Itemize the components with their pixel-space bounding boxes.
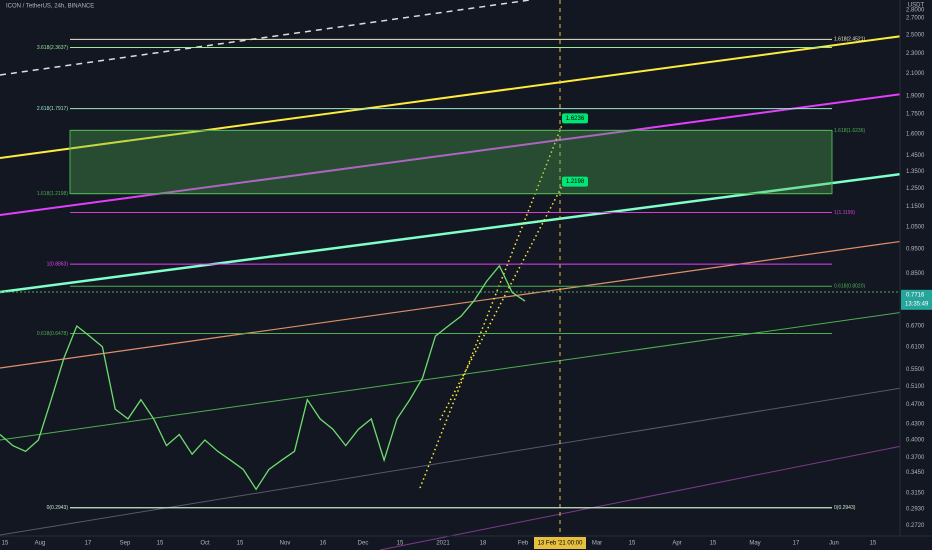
- last-price: 0.7716: [906, 292, 925, 298]
- time-tick-label: 18: [480, 541, 487, 547]
- fib-label: 0(0.2943): [834, 505, 856, 511]
- price-tick-label: 1.2500: [906, 186, 925, 192]
- last-price-box: [901, 289, 932, 310]
- price-tick-label: 0.3450: [906, 470, 925, 476]
- price-axis: [900, 0, 932, 550]
- price-tick-label: 1.7500: [906, 111, 925, 117]
- time-tick-label: 17: [85, 541, 92, 547]
- price-tick-label: 0.2720: [906, 523, 925, 529]
- price-tick-label: 2.7000: [906, 16, 925, 22]
- price-tick-label: 0.5500: [906, 367, 925, 373]
- price-tick-label: 0.6100: [906, 344, 925, 350]
- price-tick-label: 1.4500: [906, 153, 925, 159]
- fib-label: 0.618(0.6478): [37, 331, 68, 337]
- price-line: [0, 264, 526, 491]
- target-label: 1.6236: [566, 116, 585, 122]
- time-tick-label: Sep: [120, 541, 131, 547]
- price-tick-label: 2.1000: [906, 71, 925, 77]
- fib-label: 2.618(1.7917): [37, 106, 68, 112]
- time-tick-label: Oct: [200, 541, 210, 547]
- price-tick-label: 1.9000: [906, 93, 925, 99]
- target-box: [562, 113, 588, 124]
- price-tick-label: 2.3000: [906, 51, 925, 57]
- time-tick-label: Apr: [672, 541, 681, 547]
- time-tick-label: Dec: [358, 541, 369, 547]
- price-tick-label: 0.8500: [906, 271, 925, 277]
- time-tick-label: 15: [710, 541, 717, 547]
- time-tick-label: 2021: [436, 541, 450, 547]
- time-tick-label: 15: [157, 541, 164, 547]
- price-tick-label: 1.6000: [906, 131, 925, 137]
- price-tick-label: 1.0500: [906, 224, 925, 230]
- time-tick-label: Jun: [829, 541, 839, 547]
- time-tick-label: Nov: [280, 541, 291, 547]
- time-tick-label: 15: [629, 541, 636, 547]
- fib-label: 0(0.2943): [47, 505, 69, 511]
- time-tick-label: 15: [237, 541, 244, 547]
- fib-label: 0.618(0.8020): [834, 284, 865, 290]
- fib-label: 1.618(2.4521): [834, 37, 865, 43]
- price-tick-label: 0.5100: [906, 384, 925, 390]
- price-tick-label: 1.3500: [906, 169, 925, 175]
- fib-label: 1.618(1.2198): [37, 191, 68, 197]
- fib-label: 3.618(2.3637): [37, 45, 68, 51]
- price-tick-label: 1.1500: [906, 204, 925, 210]
- price-tick-label: 0.2930: [906, 506, 925, 512]
- fib-label: 1(0.8863): [47, 262, 69, 268]
- time-tick-label: 15: [2, 541, 9, 547]
- time-tick-label: Aug: [35, 541, 46, 547]
- target-box: [562, 176, 588, 187]
- price-tick-label: 0.3150: [906, 490, 925, 496]
- price-tick-label: 0.4700: [906, 402, 925, 408]
- chart-title: ICON / TetherUS, 24h, BINANCE: [6, 4, 94, 10]
- time-tick-label: 15: [397, 541, 404, 547]
- countdown: 13:35:49: [905, 301, 929, 307]
- time-tick-label: 15: [870, 541, 877, 547]
- target-label: 1.2198: [566, 179, 585, 185]
- time-tick-label: Mar: [592, 541, 602, 547]
- time-tick-label: 17: [793, 541, 800, 547]
- fib-label: 1(1.1199): [834, 210, 855, 216]
- price-tick-label: 0.4000: [906, 438, 925, 444]
- time-tick-label: May: [749, 541, 760, 547]
- price-tick-label: 0.3700: [906, 455, 925, 461]
- time-tick-label: 16: [320, 541, 327, 547]
- price-tick-label: 0.9500: [906, 246, 925, 252]
- time-cursor-box: [534, 537, 586, 549]
- fib-label: 1.618(1.6236): [834, 128, 865, 134]
- price-tick-label: 2.8000: [906, 8, 925, 14]
- time-cursor: 13 Feb '21 00:00: [538, 541, 584, 547]
- price-tick-label: 0.4300: [906, 422, 925, 428]
- price-tick-label: 2.5000: [906, 33, 925, 39]
- time-tick-label: Feb: [518, 541, 529, 547]
- currency: USDT: [908, 3, 925, 9]
- target-zone: [69, 129, 833, 195]
- price-tick-label: 0.6700: [906, 324, 925, 330]
